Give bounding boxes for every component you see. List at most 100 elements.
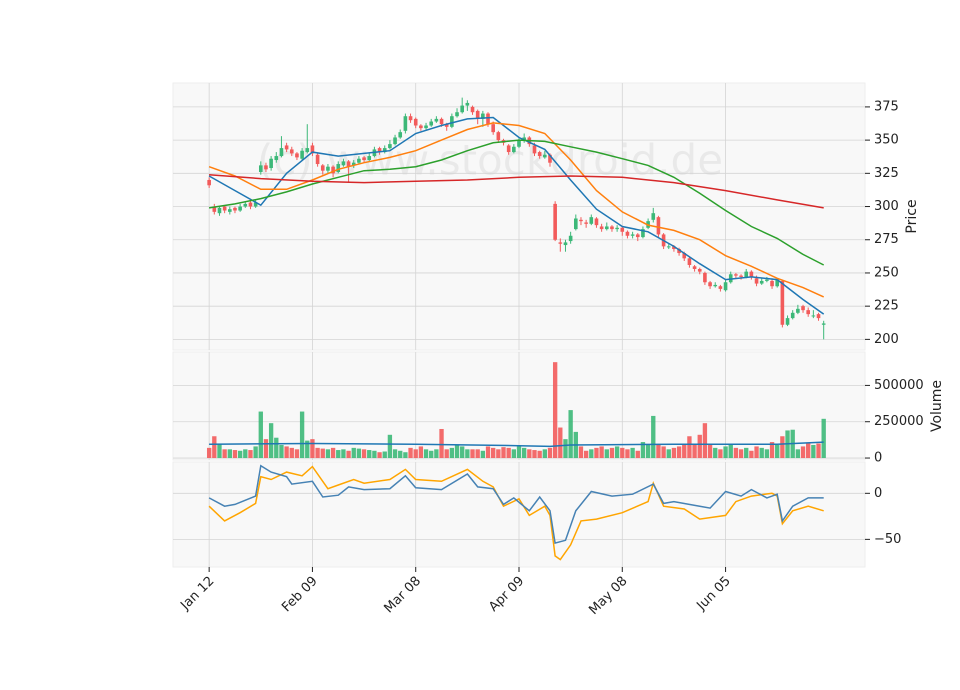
line — [208, 116, 825, 315]
line — [208, 465, 824, 561]
candle-body — [728, 274, 733, 283]
candle-body — [398, 132, 403, 138]
candle-body — [357, 158, 361, 163]
candle-body — [465, 102, 470, 106]
volume-bar — [320, 448, 325, 459]
volume-bar — [563, 439, 568, 459]
candle-body — [326, 166, 330, 171]
volume-bar — [372, 450, 377, 459]
candle-body — [475, 110, 480, 119]
candle-body — [677, 249, 681, 254]
candle-body — [537, 152, 542, 157]
volume-bar — [418, 446, 424, 459]
volume-bar — [754, 446, 759, 459]
volume-bar — [656, 444, 661, 459]
candle-body — [744, 271, 749, 277]
volume-bar — [759, 447, 764, 459]
y-tick-label: 200 — [874, 332, 899, 347]
volume-bar — [475, 449, 480, 459]
candle-body — [253, 202, 258, 207]
candle-body — [470, 106, 475, 113]
candle-body — [207, 179, 211, 186]
volume-bar — [305, 440, 310, 459]
volume-bar — [294, 449, 300, 459]
line — [208, 464, 824, 545]
volume-bar — [697, 434, 702, 459]
candle-body — [553, 203, 557, 240]
volume-bar — [434, 449, 439, 459]
volume-bar — [682, 444, 687, 459]
candle-body — [248, 202, 253, 207]
candle-body — [682, 253, 687, 259]
volume-bar — [341, 449, 346, 459]
candle-body — [455, 112, 459, 117]
candle-body — [615, 227, 619, 230]
y-tick-label: 275 — [874, 232, 899, 247]
candle-body — [506, 145, 511, 153]
volume-bar — [516, 446, 522, 459]
volume-bar — [299, 411, 305, 459]
candle-body — [754, 278, 759, 284]
watermark: (c) www.stockdroid.de — [257, 136, 723, 185]
volume-bar — [816, 443, 821, 459]
volume-bar — [367, 450, 372, 459]
volume-bar — [744, 447, 749, 459]
line — [208, 139, 825, 266]
volume-bar — [206, 447, 212, 459]
y-tick-label: 300 — [874, 199, 899, 214]
volume-bar — [609, 447, 615, 459]
volume-bar — [454, 444, 460, 459]
candle-body — [610, 226, 614, 230]
volume-bar — [532, 450, 537, 459]
candle-body — [393, 137, 397, 145]
candle-body — [413, 118, 418, 126]
candle-body — [589, 217, 594, 224]
volume-bar — [589, 449, 594, 459]
candle-body — [331, 166, 335, 174]
volume-bar — [268, 423, 274, 459]
candle-body — [563, 242, 568, 246]
candle-body — [424, 125, 428, 129]
candle-body — [749, 271, 754, 277]
candle-body — [227, 209, 232, 212]
volume-bar — [692, 443, 697, 459]
candle-body — [382, 148, 387, 153]
x-tick-label: Mar 08 — [381, 574, 424, 617]
volume-bar — [485, 446, 491, 459]
volume-bar — [377, 452, 382, 459]
y-axis-label: Price — [904, 199, 920, 233]
volume-bar — [361, 449, 367, 459]
candle-body — [579, 219, 583, 222]
volume-bar — [387, 434, 393, 459]
candle-body — [496, 132, 501, 141]
candle-body — [320, 165, 325, 171]
candle-body — [666, 246, 671, 248]
candle-body — [274, 156, 279, 161]
candle-body — [522, 137, 526, 141]
volume-bar — [449, 447, 455, 459]
candle-body — [765, 279, 769, 281]
candle-body — [403, 116, 408, 131]
candle-body — [289, 149, 294, 154]
candle-body — [517, 140, 521, 147]
volume-bar — [806, 443, 811, 459]
volume-bar — [351, 447, 356, 459]
candle-body — [599, 226, 604, 230]
x-tick-label: Jan 12 — [177, 574, 217, 614]
candle-body — [543, 154, 547, 158]
volume-bar — [578, 446, 584, 459]
volume-bar — [780, 436, 785, 459]
candle-body — [269, 158, 273, 169]
candle-body — [641, 229, 645, 238]
candle-body — [656, 217, 661, 235]
candle-body — [238, 206, 242, 211]
volume-bar — [542, 449, 547, 459]
volume-bar — [671, 447, 677, 459]
candle-body — [419, 125, 423, 129]
x-tick-label: Feb 09 — [279, 574, 321, 616]
volume-bar — [733, 447, 739, 459]
candle-body — [367, 156, 372, 161]
y-tick-label: 0 — [874, 451, 882, 466]
volume-bar — [666, 449, 671, 459]
